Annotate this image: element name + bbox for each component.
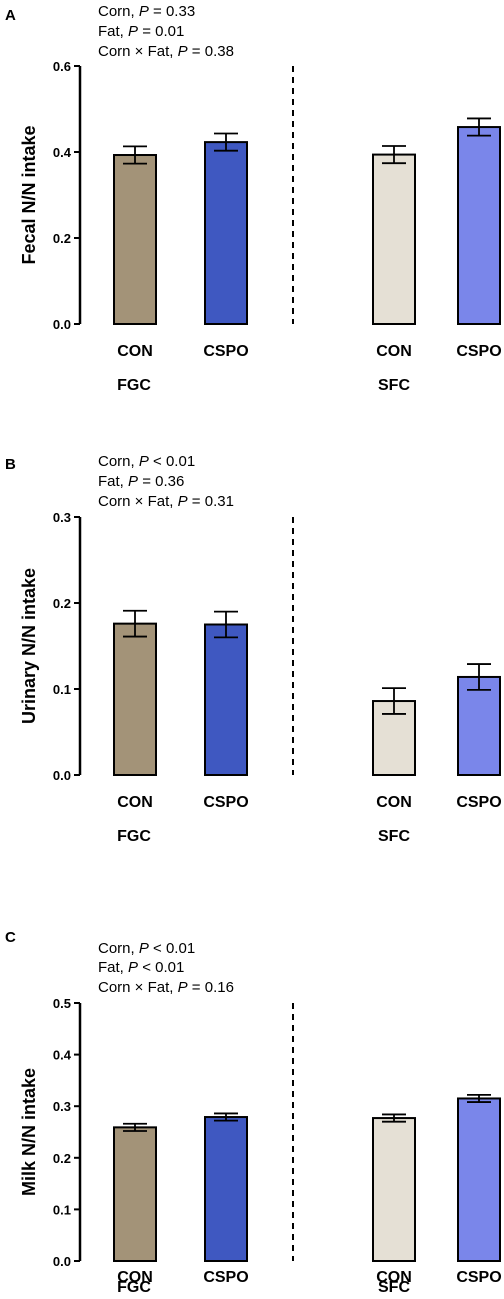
y-axis-title: Milk N/N intake — [19, 1068, 39, 1196]
stat-line-3: Corn × Fat, P = 0.38 — [98, 43, 234, 60]
category-label: CON — [117, 794, 153, 811]
y-tick-label: 0.0 — [53, 768, 71, 783]
panel-B: B Corn, P < 0.01 Fat, P = 0.36 Corn × Fat, … — [5, 453, 502, 845]
category-label: CSPO — [456, 794, 501, 811]
category-label: CSPO — [203, 343, 248, 360]
bar-fgc-cspo — [204, 1116, 248, 1263]
group-label-sfc: SFC — [378, 1279, 410, 1296]
category-label: CON — [117, 1269, 153, 1286]
stat-line-3: Corn × Fat, P = 0.31 — [98, 493, 234, 510]
category-label: CON — [376, 794, 412, 811]
bar-sfc-cspo — [457, 675, 501, 777]
category-label: CSPO — [456, 1269, 501, 1286]
y-tick-label: 0.3 — [53, 1099, 71, 1114]
bar-fgc-con — [113, 154, 157, 325]
bar-sfc-cspo — [457, 1097, 501, 1262]
bar-sfc-con — [372, 1117, 416, 1262]
y-tick-label: 0.2 — [53, 596, 71, 611]
panel-A: A Corn, P = 0.33 Fat, P = 0.01 Corn × Fat, … — [5, 3, 502, 394]
category-label: CSPO — [203, 1269, 248, 1286]
y-tick-label: 0.1 — [53, 682, 71, 697]
category-label: CON — [376, 343, 412, 360]
panel-letter: B — [5, 456, 16, 473]
panel-letter: A — [5, 7, 16, 24]
bar-fgc-con — [113, 1126, 157, 1262]
panel-C: C Corn, P < 0.01 Fat, P < 0.01 Corn × Fat, … — [5, 929, 502, 1296]
stat-line-3: Corn × Fat, P = 0.16 — [98, 979, 234, 996]
y-tick-label: 0.0 — [53, 317, 71, 332]
category-label: CSPO — [203, 794, 248, 811]
group-label-fgc: FGC — [117, 377, 151, 394]
y-axis-title: Fecal N/N intake — [19, 125, 39, 264]
bar-fgc-cspo — [204, 623, 248, 776]
y-tick-label: 0.2 — [53, 1151, 71, 1166]
bar-fgc-cspo — [204, 141, 248, 325]
category-label: CSPO — [456, 343, 501, 360]
group-label-fgc: FGC — [117, 1279, 151, 1296]
category-label: CON — [117, 343, 153, 360]
stat-line-2: Fat, P < 0.01 — [98, 959, 184, 976]
stat-line-2: Fat, P = 0.36 — [98, 473, 184, 490]
stat-line-1: Corn, P < 0.01 — [98, 453, 195, 470]
bar-fgc-con — [113, 622, 157, 777]
bar-sfc-cspo — [457, 126, 501, 325]
y-axis-title: Urinary N/N intake — [19, 568, 39, 724]
stat-line-1: Corn, P = 0.33 — [98, 3, 195, 20]
y-tick-label: 0.3 — [53, 510, 71, 525]
group-label-sfc: SFC — [378, 828, 410, 845]
y-tick-label: 0.0 — [53, 1254, 71, 1269]
y-tick-label: 0.4 — [53, 1048, 72, 1063]
y-tick-label: 0.6 — [53, 59, 71, 74]
y-tick-label: 0.5 — [53, 996, 71, 1011]
bar-sfc-con — [372, 153, 416, 325]
group-label-fgc: FGC — [117, 828, 151, 845]
category-label: CON — [376, 1269, 412, 1286]
stat-line-2: Fat, P = 0.01 — [98, 23, 184, 40]
stat-line-1: Corn, P < 0.01 — [98, 940, 195, 957]
y-tick-label: 0.2 — [53, 231, 71, 246]
group-label-sfc: SFC — [378, 377, 410, 394]
panel-letter: C — [5, 929, 16, 946]
y-tick-label: 0.1 — [53, 1202, 71, 1217]
y-tick-label: 0.4 — [53, 145, 72, 160]
